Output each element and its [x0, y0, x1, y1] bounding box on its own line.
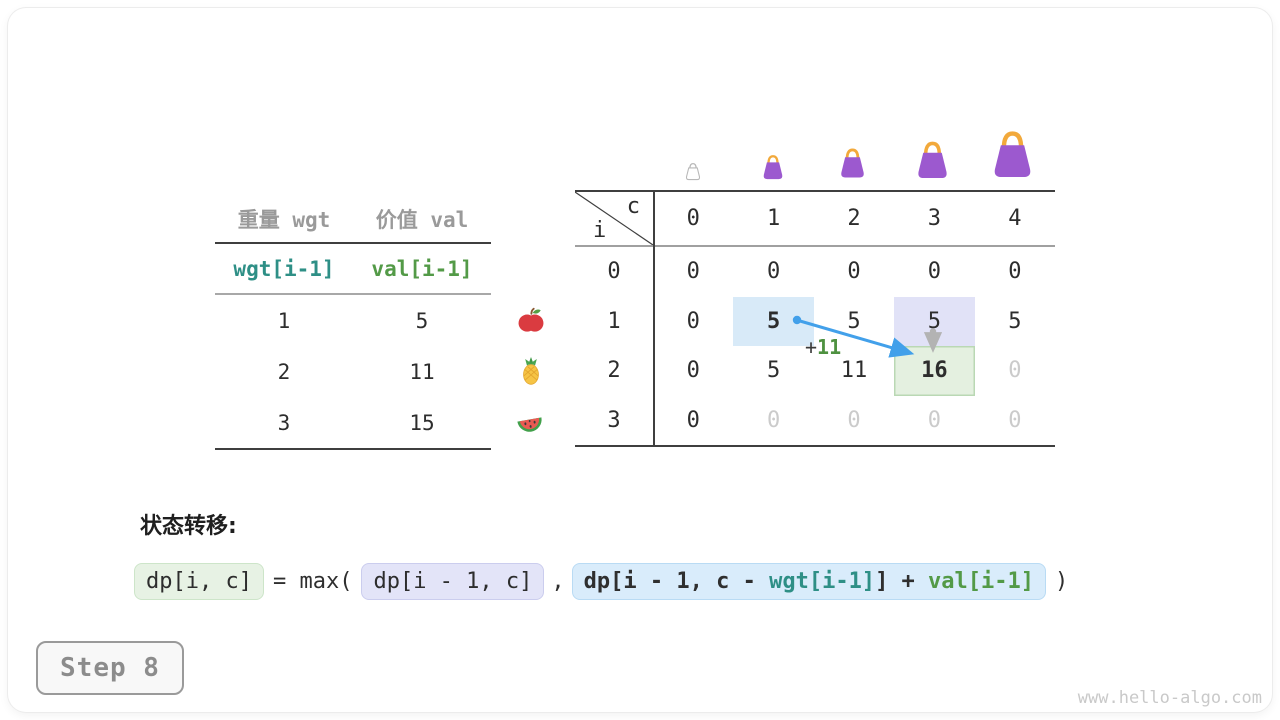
items-table-cell: 5 [415, 308, 429, 333]
transition-formula: dp[i, c] = max( dp[i - 1, c] , dp[i - 1,… [134, 560, 1068, 602]
dp-cell: 0 [686, 358, 700, 384]
formula-operator: = max( [272, 568, 353, 594]
dp-corner-cell: c i [575, 192, 653, 245]
dp-row-header: 0 [607, 259, 621, 285]
dp-cell: 0 [1008, 259, 1022, 285]
items-index-row: wgt[i-1] val[i-1] [215, 244, 491, 295]
formula-arg2-part: dp[i - 1, c - [583, 568, 770, 594]
items-table-cell: 2 [277, 359, 291, 384]
dp-col-header: 4 [1008, 206, 1022, 231]
dp-cell: 5 [1008, 308, 1022, 334]
dp-row-header: 1 [607, 308, 621, 334]
dp-cell: 16 [894, 346, 975, 396]
dp-row: 3 0 0 0 0 0 [575, 396, 1055, 446]
formula-separator: , [551, 568, 565, 594]
formula-arg2: dp[i - 1, c - wgt[i-1]] + val[i-1] [571, 562, 1047, 600]
dp-table-divider [653, 192, 655, 445]
dp-cell: 0 [686, 259, 700, 285]
bag-medium-icon [837, 147, 868, 180]
dp-cell: 0 [847, 407, 861, 433]
watermark: www.hello-algo.com [1077, 688, 1262, 708]
bag-xlarge-icon [988, 129, 1037, 181]
formula-arg2-part: val[i-1] [928, 568, 1035, 594]
plus-sign: + [805, 335, 818, 359]
dp-cell: 0 [927, 259, 942, 285]
formula-closing: ) [1055, 568, 1069, 594]
dp-row-header: 3 [607, 407, 621, 433]
items-col-header-value: 价值 val [375, 208, 469, 232]
dp-col-header: 2 [847, 206, 861, 231]
dp-col-header: 1 [766, 206, 781, 231]
dp-corner-c-label: c [626, 194, 640, 219]
bag-small-icon [760, 154, 786, 181]
dp-row: 2 0 5 11 16 0 [575, 346, 1055, 396]
formula-arg1: dp[i - 1, c] [361, 562, 545, 600]
dp-cell: 5 [766, 358, 781, 384]
items-table-cell: 1 [277, 308, 291, 333]
dp-col-headers: 0 1 2 3 4 [653, 192, 1055, 245]
dp-col-header: 0 [686, 206, 700, 231]
bag-large-icon [913, 140, 952, 181]
dp-corner-diagonal [575, 192, 653, 245]
dp-corner-i-label: i [593, 218, 607, 243]
items-table-body: 1 5 2 11 3 15 [215, 295, 491, 448]
dp-cell: 0 [686, 407, 700, 433]
pineapple-icon [517, 357, 545, 385]
watermelon-icon [516, 409, 544, 437]
items-col-header-weight: 重量 wgt [237, 208, 331, 232]
items-table-row: 2 11 [215, 346, 491, 397]
step-label: Step 8 [60, 653, 160, 683]
formula-arg2-part: wgt[i-1] [769, 568, 876, 594]
dp-header-row: c i 0 1 2 3 4 [575, 192, 1055, 247]
dp-row-header: 2 [607, 358, 621, 384]
dp-cell: 11 [840, 358, 868, 384]
dp-cell: 5 [894, 296, 975, 346]
dp-cell: 0 [686, 308, 700, 334]
items-wgt-expression: wgt[i-1] [233, 256, 335, 281]
items-table-cell: 3 [277, 410, 291, 435]
dp-cell: 0 [1008, 358, 1022, 384]
items-table-header: 重量 wgt 价值 val [215, 196, 491, 244]
items-table-cell: 11 [409, 359, 435, 384]
items-table-cell: 15 [409, 410, 435, 435]
dp-col-header: 3 [927, 206, 942, 231]
dp-cell: 5 [733, 296, 814, 346]
bag-tiny-icon [684, 162, 702, 181]
dp-cell: 0 [766, 259, 781, 285]
transition-heading: 状态转移: [140, 514, 237, 539]
step-badge: Step 8 [36, 641, 184, 695]
value-add-annotation: +11 [805, 336, 841, 358]
dp-cell: 0 [847, 259, 861, 285]
apple-icon [517, 306, 545, 334]
dp-cell: 0 [1008, 407, 1022, 433]
items-table-row: 3 15 [215, 397, 491, 448]
items-table: 重量 wgt 价值 val wgt[i-1] val[i-1] 1 5 2 11 3 15 [215, 196, 491, 450]
added-value: 11 [817, 335, 842, 359]
dp-cell: 0 [927, 407, 942, 433]
dp-cell: 0 [766, 407, 781, 433]
items-val-expression: val[i-1] [371, 256, 473, 281]
dp-row: 0 0 0 0 0 0 [575, 247, 1055, 297]
formula-arg2-part: ] + [875, 568, 929, 594]
formula-lhs: dp[i, c] [134, 562, 264, 600]
